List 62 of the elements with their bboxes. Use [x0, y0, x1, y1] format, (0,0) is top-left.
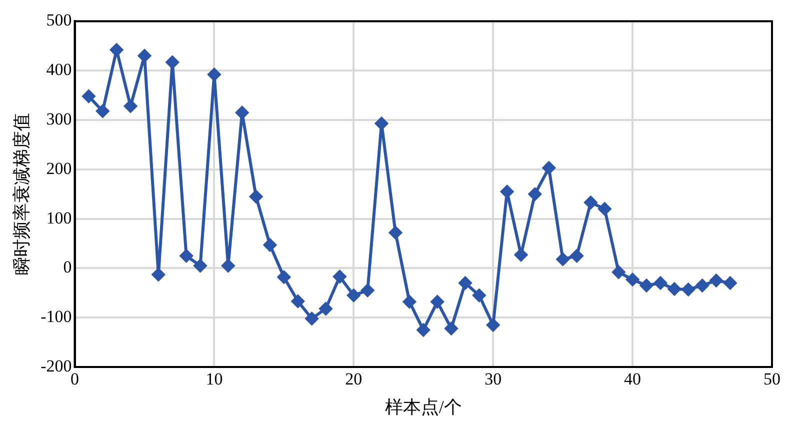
point: [96, 104, 110, 118]
point: [110, 43, 124, 56]
point: [556, 252, 570, 266]
point: [500, 185, 514, 198]
point: [250, 190, 263, 204]
point: [416, 323, 430, 336]
point: [180, 249, 193, 262]
point: [514, 248, 528, 262]
y-tick-label: -100: [40, 307, 72, 326]
y-axis-title: 瞬时频率衰减梯度值: [12, 113, 32, 276]
point: [570, 249, 584, 262]
point: [333, 270, 346, 284]
x-tick-label: 40: [624, 370, 642, 389]
x-axis-title: 样本点/个: [384, 396, 462, 417]
point: [236, 106, 249, 120]
point: [682, 282, 695, 296]
point: [291, 294, 304, 308]
point: [124, 100, 138, 113]
x-tick-label: 30: [484, 370, 502, 389]
y-tick-label: 500: [46, 10, 72, 30]
point: [277, 270, 290, 284]
y-tick-label: 300: [46, 109, 72, 128]
point: [430, 295, 444, 308]
point: [208, 68, 221, 82]
y-tick-label: -200: [40, 356, 72, 376]
point: [263, 238, 276, 252]
y-tick-label: 100: [46, 208, 72, 228]
point: [138, 49, 151, 62]
point: [347, 288, 360, 302]
point: [542, 161, 556, 174]
point: [626, 273, 640, 286]
point: [444, 322, 458, 335]
point: [598, 202, 612, 216]
point: [361, 284, 374, 297]
point: [612, 266, 626, 279]
point: [194, 259, 207, 272]
point: [319, 302, 332, 316]
point: [458, 276, 472, 290]
point: [472, 288, 486, 302]
y-tick-label: 200: [46, 158, 72, 178]
y-tick-label: 400: [46, 60, 72, 80]
x-tick-label: 20: [345, 370, 362, 389]
point: [584, 196, 598, 209]
point: [668, 282, 681, 296]
point: [710, 274, 723, 288]
point: [82, 90, 96, 103]
point: [696, 278, 709, 292]
point: [166, 56, 179, 69]
point: [305, 312, 318, 326]
point: [486, 318, 500, 332]
x-tick-label: 10: [206, 370, 223, 389]
point: [375, 116, 388, 130]
point: [402, 295, 416, 308]
x-tick-label: 50: [764, 370, 780, 389]
y-tick-label: 0: [63, 258, 72, 277]
point: [654, 276, 667, 290]
point: [724, 276, 737, 290]
point: [640, 278, 653, 292]
point: [222, 259, 235, 272]
point: [152, 268, 165, 282]
point: [388, 226, 402, 240]
point: [528, 188, 542, 201]
